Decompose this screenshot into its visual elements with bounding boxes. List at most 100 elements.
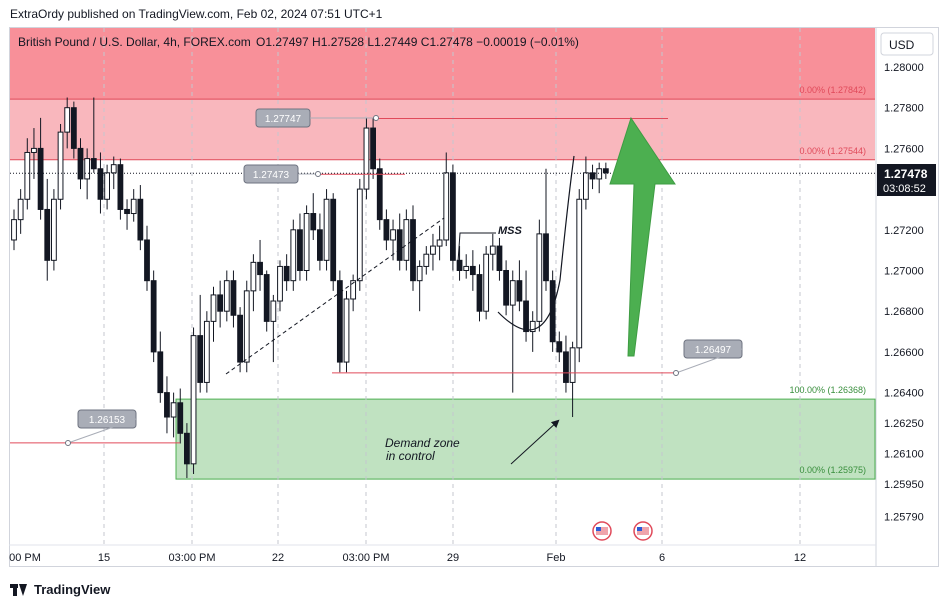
- candle-3: [31, 128, 37, 179]
- price-tick-9: 1.26100: [884, 449, 924, 461]
- ohlc-readout: O1.27497 H1.27528 L1.27449 C1.27478 −0.0…: [256, 35, 579, 49]
- candle-body-14: [104, 172, 110, 200]
- candle-body-6: [51, 198, 57, 261]
- currency-button[interactable]: [880, 32, 934, 56]
- candle-10: [77, 138, 84, 190]
- badge-1-27747[interactable]: 1.27747: [255, 108, 379, 128]
- candle-47: [323, 189, 330, 271]
- candle-body-74: [503, 270, 510, 306]
- supply-bottom-label: 0.00% (1.27544): [799, 146, 866, 156]
- candle-85: [576, 189, 583, 363]
- candle-58: [396, 213, 403, 271]
- candle-body-40: [277, 265, 283, 302]
- price-tick-7: 1.26400: [884, 388, 924, 400]
- candle-body-50: [343, 298, 350, 363]
- price-axis[interactable]: 1.28000 1.27800 1.27600 1.27200 1.27000 1.268…: [884, 62, 924, 524]
- candle-19: [137, 185, 144, 251]
- candle-35: [243, 280, 250, 373]
- bar-countdown: 03:08:52: [883, 183, 926, 195]
- badge-1-26153-text: 1.26153: [89, 415, 126, 426]
- candle-body-48: [330, 198, 337, 282]
- price-tick-6: 1.26600: [884, 347, 924, 359]
- candle-body-10: [77, 147, 84, 180]
- candle-body-78: [529, 320, 536, 333]
- candle-body-73: [496, 245, 503, 272]
- candle-72: [489, 233, 496, 271]
- candle-body-5: [44, 208, 51, 261]
- candle-37: [257, 239, 263, 291]
- candle-79: [536, 219, 543, 332]
- candle-25: [177, 388, 184, 444]
- candle-body-16: [117, 164, 124, 210]
- candle-54: [370, 117, 377, 179]
- candle-body-26: [184, 432, 190, 465]
- badge-1-26153[interactable]: 1.26153: [65, 409, 137, 446]
- candle-body-72: [489, 245, 496, 255]
- candle-87: [589, 164, 596, 190]
- candle-body-17: [124, 208, 130, 215]
- candle-61: [416, 260, 423, 312]
- candle-9: [70, 101, 77, 159]
- candle-body-85: [576, 198, 583, 349]
- candle-body-65: [443, 172, 450, 241]
- candle-28: [197, 294, 204, 393]
- candle-43: [297, 213, 303, 281]
- mss-bracket-line: [457, 232, 496, 263]
- candle-55: [376, 158, 383, 230]
- badge-1-27473[interactable]: 1.27473: [243, 164, 321, 184]
- candle-body-39: [270, 300, 277, 322]
- demand-zone-annotation-2: in control: [386, 449, 435, 463]
- candle-body-71: [483, 253, 490, 312]
- price-tick-3: 1.27200: [884, 225, 924, 237]
- candle-59: [403, 209, 410, 271]
- candle-body-30: [210, 294, 217, 322]
- price-tick-4: 1.27000: [884, 266, 924, 278]
- candle-body-2: [24, 151, 31, 200]
- time-tick-8: 12: [794, 552, 806, 564]
- candle-29: [203, 311, 210, 393]
- candle-65: [443, 152, 450, 247]
- candle-31: [217, 280, 224, 328]
- candle-88: [596, 162, 603, 194]
- candle-66: [450, 164, 456, 271]
- candle-body-35: [243, 290, 250, 363]
- candle-21: [150, 270, 157, 363]
- candlestick-series: [11, 97, 609, 479]
- candle-17: [124, 199, 130, 230]
- price-tick-11: 1.25790: [884, 512, 924, 524]
- candle-82: [556, 331, 563, 363]
- candle-body-59: [403, 219, 410, 261]
- price-tick-0: 1.28000: [884, 62, 924, 74]
- candle-24: [170, 392, 177, 438]
- candle-67: [456, 246, 463, 281]
- mss-annotation: MSS: [498, 225, 523, 237]
- time-axis[interactable]: 00 PM 15 03:00 PM 22 03:00 PM 29 Feb 6 12: [9, 552, 806, 564]
- candle-body-64: [436, 239, 443, 247]
- candle-13: [97, 152, 104, 214]
- candle-body-86: [583, 172, 589, 200]
- candle-body-69: [469, 265, 476, 276]
- candle-body-58: [396, 229, 403, 261]
- candle-75: [509, 270, 516, 393]
- candle-body-18: [130, 198, 137, 215]
- candle-27: [190, 327, 197, 474]
- candle-84: [569, 341, 576, 418]
- badge-1-26497[interactable]: 1.26497: [673, 339, 743, 376]
- time-tick-1: 15: [98, 552, 110, 564]
- candle-body-53: [363, 127, 370, 190]
- time-tick-0: 00 PM: [9, 552, 41, 564]
- candle-53: [363, 117, 370, 200]
- us-event-flag-2[interactable]: [633, 521, 653, 541]
- candle-body-54: [370, 127, 377, 170]
- candle-body-29: [203, 320, 210, 383]
- last-price-value: 1.27478: [884, 167, 928, 181]
- candle-39: [270, 294, 277, 363]
- tradingview-logo-icon: [10, 583, 28, 596]
- us-event-flag-1[interactable]: [592, 521, 612, 541]
- candle-body-41: [283, 265, 290, 282]
- candle-body-27: [190, 335, 197, 465]
- candle-23: [164, 376, 170, 434]
- candle-body-82: [556, 341, 563, 353]
- candle-62: [423, 246, 430, 275]
